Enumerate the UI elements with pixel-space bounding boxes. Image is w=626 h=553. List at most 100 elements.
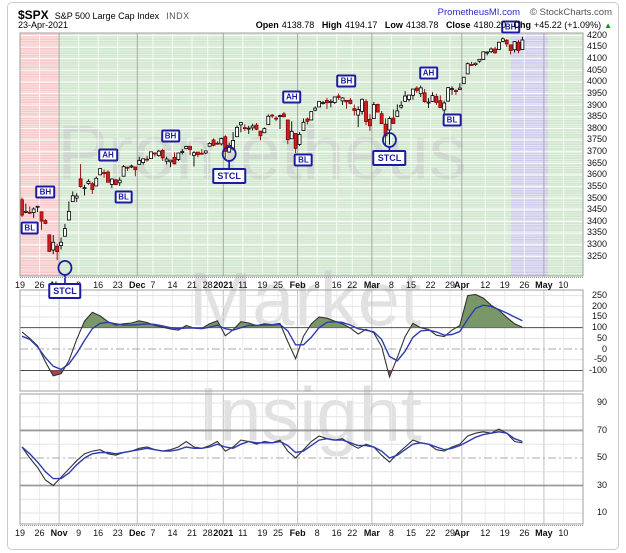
mid-axis-label: -100 xyxy=(588,364,607,375)
date-tick-label: 22 xyxy=(425,280,436,290)
candle-body xyxy=(508,44,513,51)
candle-body xyxy=(430,95,435,102)
candle-body xyxy=(285,119,290,141)
chg-label: Chg xyxy=(513,20,532,30)
low-slow-line xyxy=(21,431,523,480)
date-tick-label: Mar xyxy=(363,280,380,290)
price-axis-label: 3250 xyxy=(586,250,607,261)
candle-body xyxy=(203,150,208,154)
candle-body xyxy=(90,183,95,190)
candle-body xyxy=(293,133,298,149)
candle-body xyxy=(325,100,329,104)
candle-body xyxy=(340,97,345,102)
mid-axis-label: 50 xyxy=(596,332,607,343)
candle-body xyxy=(321,102,325,104)
candle-body xyxy=(23,210,28,213)
date-tick-label: 12 xyxy=(480,528,491,538)
mid-axis-label: 0 xyxy=(601,343,607,354)
open-label: Open xyxy=(255,20,279,30)
candle-body xyxy=(411,88,415,96)
candle-body xyxy=(137,160,142,165)
low-panel-background xyxy=(20,394,583,524)
date-tick-label: May xyxy=(535,528,553,538)
open-value: 4138.78 xyxy=(281,20,315,30)
candle-body xyxy=(407,94,411,100)
high-label: High xyxy=(321,20,342,30)
candle-body xyxy=(43,220,48,224)
mid-red-fill xyxy=(21,370,523,377)
candle-body xyxy=(344,100,349,103)
date-tick-label: Feb xyxy=(289,280,306,290)
date-tick-label: 16 xyxy=(331,528,342,538)
signal-label-bl: BL xyxy=(20,221,40,235)
low-axis-label: 50 xyxy=(596,452,607,463)
date-tick-label: 19 xyxy=(257,280,268,290)
prometheus-site-link[interactable]: PrometheusMI.com xyxy=(437,7,521,18)
price-axis-label: 3600 xyxy=(586,169,607,180)
candle-body xyxy=(117,179,122,184)
date-tick-label: Nov xyxy=(50,528,68,538)
candle-body xyxy=(113,179,118,186)
candle-body xyxy=(399,104,404,108)
date-tick-label: 15 xyxy=(405,280,416,290)
candle-body xyxy=(375,103,380,113)
candle-body xyxy=(477,58,482,62)
candle-body xyxy=(348,99,353,104)
signal-label-bh: BH xyxy=(336,74,357,88)
candle-body xyxy=(219,138,224,145)
candle-body xyxy=(188,146,192,150)
candle-body xyxy=(258,130,263,137)
candle-body xyxy=(266,115,271,126)
close-label: Close xyxy=(445,20,471,30)
date-tick-label: 11 xyxy=(238,528,248,538)
date-tick-label: 23 xyxy=(112,280,123,290)
date-tick-label: 11 xyxy=(238,280,248,290)
candle-body xyxy=(63,228,67,237)
price-axis-label: 4150 xyxy=(586,41,607,52)
chart-frame xyxy=(7,2,619,550)
date-tick-label: 8 xyxy=(388,280,394,290)
candle-body xyxy=(109,178,114,185)
candle-body xyxy=(418,87,423,95)
candle-body xyxy=(461,76,466,85)
candle-body xyxy=(74,195,79,199)
date-tick-label: 26 xyxy=(34,280,45,290)
candle-body xyxy=(211,139,216,146)
price-axis-label: 3450 xyxy=(586,204,607,215)
signal-label-ah: AH xyxy=(98,148,118,162)
mid-axis-label: 100 xyxy=(591,322,607,333)
low-axis-label: 70 xyxy=(596,424,607,435)
candle-body xyxy=(469,63,474,66)
date-tick-label: 21 xyxy=(187,280,198,290)
candle-body xyxy=(497,41,501,50)
price-axis-label: 3900 xyxy=(586,99,607,110)
candle-body xyxy=(242,127,247,130)
mid-axis-label: 150 xyxy=(591,311,607,322)
candle-body xyxy=(207,143,212,147)
candle-body xyxy=(55,245,60,252)
candle-body xyxy=(199,152,204,155)
candle-body xyxy=(395,110,400,117)
date-tick-label: 7 xyxy=(150,528,156,538)
price-axis-label: 3350 xyxy=(586,227,607,238)
date-tick-label: 29 xyxy=(445,528,456,538)
candle-body xyxy=(485,51,490,54)
mid-signal-line xyxy=(21,304,523,371)
mid-hist-line xyxy=(21,293,523,379)
candle-body xyxy=(489,48,494,53)
candle-body xyxy=(383,123,388,137)
date-tick-label: 10 xyxy=(558,528,569,538)
candle-body xyxy=(86,180,91,184)
date-tick-label: 19 xyxy=(257,528,268,538)
candle-body xyxy=(47,234,52,252)
candle-body xyxy=(227,144,232,153)
candle-body xyxy=(297,133,302,145)
candle-body xyxy=(422,92,427,102)
candle-body xyxy=(317,100,321,108)
ohlc-quote-line: Open 4138.78 High 4194.17 Low 4138.78 Close… xyxy=(251,20,612,30)
price-axis-label: 3700 xyxy=(586,146,607,157)
candle-body xyxy=(94,177,99,187)
mid-axis-label: 200 xyxy=(591,300,607,311)
signal-label-ah: AH xyxy=(418,66,439,80)
date-tick-label: 21 xyxy=(187,528,198,538)
